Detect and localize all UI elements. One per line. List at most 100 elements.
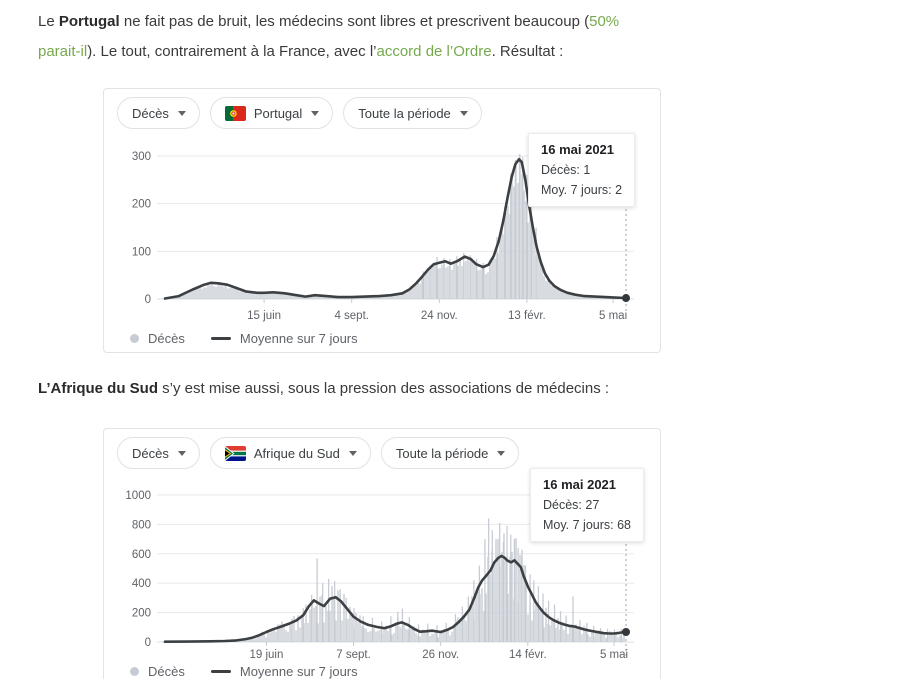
daily-bar <box>303 296 305 299</box>
daily-bar <box>437 637 439 642</box>
daily-bar <box>291 294 293 299</box>
daily-bar-spike <box>491 530 493 642</box>
period-dropdown[interactable]: Toute la période <box>380 437 520 469</box>
inline-link[interactable]: accord de l’Ordre <box>376 43 492 60</box>
daily-bar <box>347 618 349 642</box>
daily-bar <box>357 622 359 642</box>
y-axis-label: 1000 <box>125 490 151 502</box>
daily-bar <box>569 293 571 299</box>
daily-bar-spike <box>537 586 540 642</box>
y-axis-label: 800 <box>132 519 151 531</box>
daily-bar <box>271 292 273 299</box>
daily-bar <box>575 294 577 299</box>
daily-bar <box>557 618 559 642</box>
daily-bar <box>459 622 461 642</box>
daily-bar <box>441 264 443 299</box>
daily-bar <box>281 621 283 642</box>
seven-day-average-line <box>163 158 628 300</box>
daily-bar <box>447 630 449 642</box>
daily-bar <box>439 268 441 299</box>
daily-bar <box>265 294 267 299</box>
daily-bar <box>237 289 239 299</box>
daily-bar <box>525 200 527 299</box>
daily-bar-spike <box>408 617 410 642</box>
daily-bar <box>425 632 427 642</box>
daily-bar-spike <box>593 625 595 642</box>
daily-bar <box>415 285 417 299</box>
text-segment: ). Le tout, contrairement à la France, a… <box>87 43 377 60</box>
daily-bar-spike <box>518 154 521 299</box>
daily-bar <box>545 281 547 299</box>
deaths-time-series-chart[interactable]: 0 200 400 600 800 1000 19 juin 7 sept. 26 nov. 14… <box>104 429 660 679</box>
daily-bar-spike <box>429 265 431 299</box>
chevron-down-icon <box>459 110 468 116</box>
inline-link[interactable]: 50% <box>589 13 620 30</box>
daily-bar <box>385 296 387 299</box>
daily-bar <box>431 633 433 642</box>
daily-bar <box>215 287 217 299</box>
inline-link[interactable]: parait-il <box>38 43 88 60</box>
daily-bar <box>325 296 327 299</box>
daily-bar <box>305 296 307 299</box>
daily-bar <box>351 613 353 642</box>
daily-bar-spike <box>599 628 602 642</box>
bold-text: L’Afrique du Sud <box>38 380 158 397</box>
daily-bar <box>305 604 307 642</box>
daily-bar <box>569 627 571 642</box>
average-line-swatch-icon <box>210 337 231 340</box>
deaths-dot-swatch-icon <box>130 334 139 343</box>
daily-bar <box>455 261 457 299</box>
metric-dropdown[interactable]: Décès <box>117 97 200 129</box>
daily-bar <box>195 288 197 299</box>
daily-bar <box>375 631 377 642</box>
daily-bar-spike <box>586 622 588 642</box>
daily-bar <box>505 212 507 299</box>
daily-bar <box>425 271 427 299</box>
daily-bar-spike <box>345 597 347 642</box>
daily-bar-spike <box>401 608 404 642</box>
daily-bar <box>509 213 511 299</box>
daily-bar <box>177 296 179 299</box>
daily-bar <box>563 292 565 299</box>
legend-item-deces: Décès <box>130 331 185 346</box>
period-dropdown[interactable]: Toute la période <box>343 97 482 129</box>
daily-bar-spike <box>436 625 438 642</box>
deaths-time-series-chart[interactable]: 0 100 200 300 15 juin 4 sept. 24 nov. 13 févr. 5… <box>104 89 660 352</box>
country-dropdown[interactable]: Portugal <box>209 97 334 129</box>
daily-bar <box>503 234 505 299</box>
daily-bar <box>251 292 253 299</box>
daily-bar <box>463 615 465 642</box>
daily-bar <box>407 629 409 642</box>
daily-bar <box>203 287 205 299</box>
daily-bar-spike <box>489 259 491 299</box>
country-dropdown[interactable]: Afrique du Sud <box>209 437 371 469</box>
daily-bar-spike <box>310 594 313 642</box>
daily-bar <box>441 632 443 642</box>
daily-bar <box>585 296 587 299</box>
daily-bar <box>379 629 381 642</box>
daily-bar <box>409 290 411 299</box>
daily-bar <box>243 291 245 299</box>
daily-bar <box>221 285 223 299</box>
latest-point-marker <box>622 628 630 637</box>
daily-bar <box>549 625 551 642</box>
daily-bar <box>265 637 267 642</box>
daily-bar <box>279 624 281 642</box>
daily-bar <box>315 295 317 299</box>
daily-bar <box>253 639 255 642</box>
daily-bar <box>399 293 401 299</box>
daily-bar <box>541 610 543 642</box>
daily-bar <box>257 293 259 299</box>
daily-bar <box>209 285 211 299</box>
daily-bar <box>377 630 379 642</box>
latest-point-marker <box>622 294 630 303</box>
daily-bar-spike <box>371 617 374 642</box>
text-segment: ne fait pas de bruit, les médecins sont … <box>119 13 590 30</box>
daily-bar <box>453 627 455 642</box>
daily-bar-spike <box>291 619 293 642</box>
daily-bar <box>297 615 299 642</box>
chevron-down-icon <box>497 450 506 456</box>
daily-bar <box>567 292 569 299</box>
metric-dropdown[interactable]: Décès <box>117 437 200 469</box>
dropdown-label: Afrique du Sud <box>253 445 340 461</box>
